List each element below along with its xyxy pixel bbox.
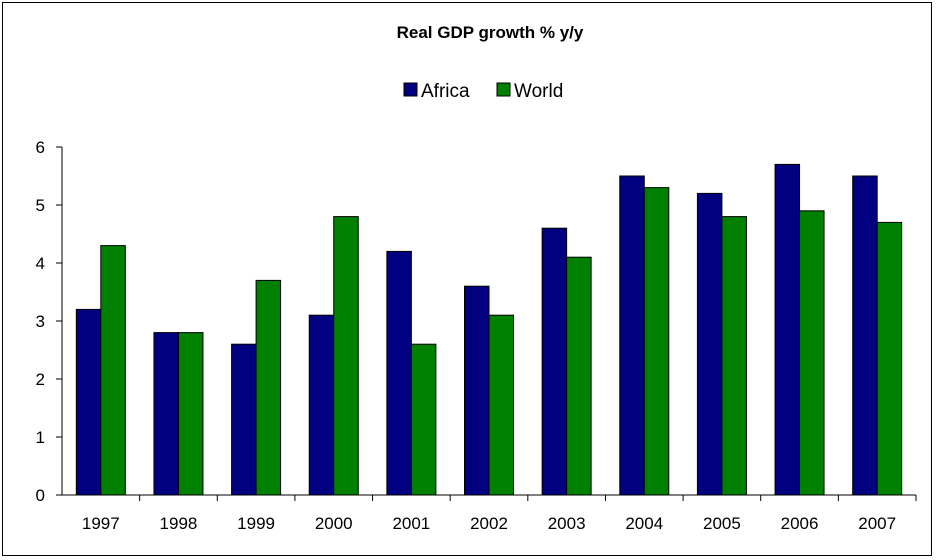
- x-tick-label: 2003: [548, 514, 586, 533]
- x-tick-label: 2001: [392, 514, 430, 533]
- bar-africa-2003: [541, 227, 568, 496]
- x-axis: 1997 1998 1999 2000 2001 2002 2003 2004 2005 2006…: [62, 494, 917, 533]
- y-tick-label: 0: [36, 486, 45, 505]
- bar-africa-2006: [774, 163, 801, 496]
- bar-africa-2000: [308, 314, 335, 496]
- y-tick-label: 6: [36, 138, 45, 157]
- bar-africa-2005: [696, 192, 723, 496]
- bar-world-2004: [643, 187, 670, 496]
- x-tick-label: 2000: [315, 514, 353, 533]
- bar-africa-1999: [231, 343, 257, 496]
- bar-africa-2002: [464, 285, 490, 496]
- bar-world-1998: [177, 332, 204, 496]
- bar-world-2003: [566, 256, 592, 496]
- legend-label-africa: Africa: [421, 81, 470, 102]
- legend-swatch-world: [496, 82, 511, 97]
- bar-africa-2004: [619, 175, 645, 496]
- bar-world-2005: [721, 216, 747, 496]
- legend-swatch-africa: [403, 82, 418, 97]
- y-tick-label: 1: [36, 428, 45, 447]
- x-tick-label: 1997: [82, 514, 120, 533]
- bar-world-2000: [333, 216, 359, 496]
- bar-world-2006: [799, 210, 825, 496]
- y-tick-label: 5: [36, 196, 45, 215]
- x-tick-label: 2005: [703, 514, 741, 533]
- bar-world-2001: [410, 343, 437, 496]
- bar-world-1999: [255, 279, 282, 496]
- bar-africa-2001: [386, 250, 412, 496]
- bar-africa-2007: [852, 175, 878, 496]
- x-tick-label: 1998: [160, 514, 198, 533]
- x-tick-label: 1999: [237, 514, 275, 533]
- legend-label-world: World: [514, 81, 563, 102]
- x-tick-label: 2007: [858, 514, 896, 533]
- bars: [75, 163, 903, 496]
- y-tick-label: 2: [36, 370, 45, 389]
- bar-africa-1998: [153, 332, 179, 496]
- bar-world-2007: [876, 221, 903, 496]
- y-axis: 0 1 2 3 4 5 6: [36, 138, 63, 505]
- y-tick-label: 4: [36, 254, 45, 273]
- x-tick-label: 2004: [625, 514, 663, 533]
- y-tick-label: 3: [36, 312, 45, 331]
- bar-world-2002: [488, 314, 514, 496]
- bar-africa-1997: [75, 308, 102, 496]
- bar-world-1997: [100, 245, 126, 496]
- x-tick-label: 2002: [470, 514, 508, 533]
- legend: Africa World: [403, 81, 563, 102]
- x-tick-label: 2006: [781, 514, 819, 533]
- chart-title: Real GDP growth % y/y: [397, 23, 584, 42]
